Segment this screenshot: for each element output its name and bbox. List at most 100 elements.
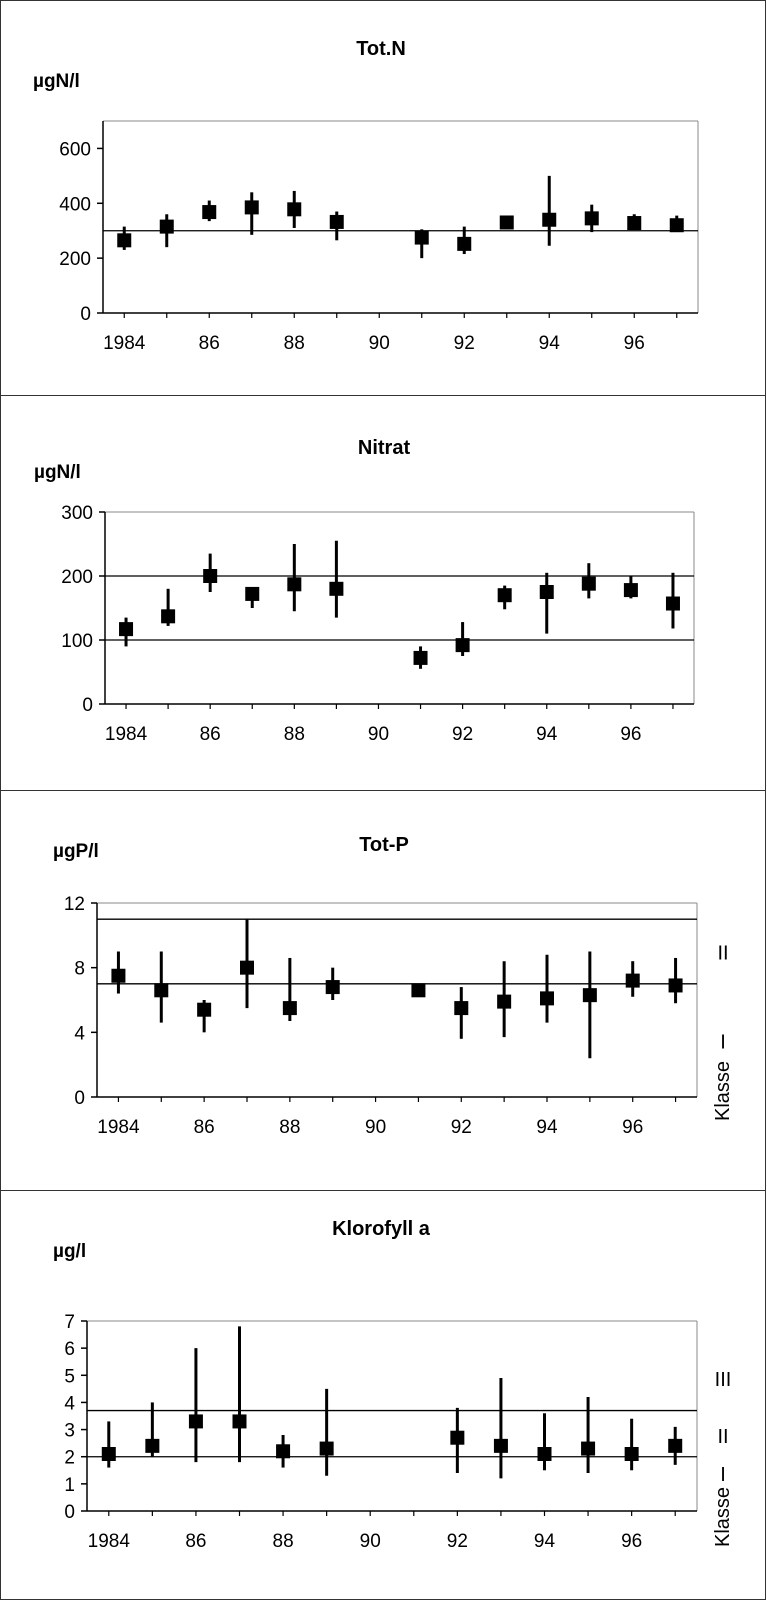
data-point xyxy=(197,1002,212,1017)
class-label: I xyxy=(720,1464,726,1486)
data-point xyxy=(117,233,132,248)
data-point xyxy=(665,596,680,611)
y-unit-label: µgN/l xyxy=(34,462,81,483)
y-tick-label: 6 xyxy=(64,1339,75,1360)
y-tick-label: 0 xyxy=(74,1088,85,1109)
data-point xyxy=(457,236,472,251)
x-tick-label: 94 xyxy=(539,333,561,354)
data-point xyxy=(493,1438,508,1453)
data-point xyxy=(154,983,169,998)
y-tick-label: 7 xyxy=(64,1312,75,1333)
data-point xyxy=(161,609,176,624)
data-point xyxy=(454,1001,469,1016)
chart-nitrat: Nitrat µgN/l 0 100 200 300 1984 86 88 90 92 94 96 xyxy=(34,437,695,745)
data-point xyxy=(581,1441,596,1456)
y-tick-label: 200 xyxy=(61,567,93,588)
data-point xyxy=(244,200,259,215)
chart-klorofyll-a: Klorofyll a µg/l 0 1 2 3 4 5 6 7 1984 86 88 90 92 94 96 I… xyxy=(53,1218,734,1552)
data-point xyxy=(414,230,429,245)
x-tick-label: 96 xyxy=(620,724,641,745)
x-tick-label: 90 xyxy=(365,1117,386,1138)
data-point xyxy=(101,1447,116,1461)
data-point xyxy=(581,576,596,591)
data-point xyxy=(499,215,514,230)
y-tick-label: 1 xyxy=(64,1475,75,1496)
data-point xyxy=(145,1438,160,1453)
data-point xyxy=(450,1430,465,1445)
y-unit-label: µg/l xyxy=(53,1241,86,1262)
class-label: II xyxy=(717,1426,728,1448)
data-point xyxy=(625,973,640,988)
data-point xyxy=(497,588,512,603)
chart-title: Tot-P xyxy=(359,834,409,856)
y-tick-label: 100 xyxy=(61,631,93,652)
data-point xyxy=(497,994,512,1009)
y-tick-label: 0 xyxy=(64,1502,75,1523)
y-tick-label: 200 xyxy=(59,249,91,270)
class-axis-title: Klasse xyxy=(712,1061,734,1121)
x-tick-label: 88 xyxy=(279,1117,300,1138)
x-tick-label: 86 xyxy=(200,724,221,745)
data-point xyxy=(325,980,340,995)
x-tick-label: 1984 xyxy=(103,333,146,354)
class-label: II xyxy=(717,943,728,965)
data-point xyxy=(413,650,428,665)
class-label: I xyxy=(720,1031,726,1053)
chart-panel-tot-n: Tot.N µgN/l 0 200 400 600 1984 86 88 90 92 94 96 xyxy=(0,0,766,396)
data-point xyxy=(287,577,302,592)
x-tick-label: 86 xyxy=(185,1531,206,1552)
x-tick-label: 88 xyxy=(284,724,305,745)
x-tick-label: 86 xyxy=(194,1117,215,1138)
data-point xyxy=(282,1001,297,1016)
chart-title: Nitrat xyxy=(358,437,411,459)
class-label: III xyxy=(715,1369,732,1391)
x-tick-label: 94 xyxy=(534,1531,556,1552)
x-tick-label: 1984 xyxy=(97,1117,140,1138)
data-point xyxy=(584,211,599,226)
data-point xyxy=(455,638,470,653)
x-tick-label: 88 xyxy=(273,1531,294,1552)
data-point xyxy=(329,581,344,596)
chart-panel-klorofyll: Klorofyll a µg/l 0 1 2 3 4 5 6 7 1984 86 88 90 92 94 96 I… xyxy=(0,1190,766,1600)
y-tick-label: 8 xyxy=(74,959,85,980)
data-point xyxy=(329,214,344,229)
x-tick-label: 92 xyxy=(454,333,475,354)
x-tick-label: 86 xyxy=(199,333,220,354)
x-tick-label: 1984 xyxy=(88,1531,131,1552)
y-unit-label: µgN/l xyxy=(33,71,80,92)
y-tick-label: 12 xyxy=(64,894,85,915)
y-tick-label: 0 xyxy=(80,304,91,325)
y-tick-label: 2 xyxy=(64,1448,75,1469)
y-tick-label: 4 xyxy=(74,1023,85,1044)
y-tick-label: 0 xyxy=(82,695,93,716)
x-tick-label: 90 xyxy=(368,724,389,745)
y-tick-label: 300 xyxy=(61,503,93,524)
x-tick-label: 92 xyxy=(447,1531,468,1552)
data-point xyxy=(287,202,302,217)
y-tick-label: 400 xyxy=(59,194,91,215)
x-tick-label: 96 xyxy=(624,333,645,354)
data-point xyxy=(119,622,134,637)
data-point xyxy=(232,1414,247,1429)
data-point xyxy=(539,585,554,599)
data-point xyxy=(537,1447,552,1461)
x-tick-label: 90 xyxy=(369,333,390,354)
x-tick-label: 92 xyxy=(452,724,473,745)
x-tick-label: 90 xyxy=(360,1531,381,1552)
x-tick-label: 92 xyxy=(451,1117,472,1138)
data-point xyxy=(188,1414,203,1429)
x-tick-label: 1984 xyxy=(105,724,148,745)
chart-title: Klorofyll a xyxy=(332,1218,431,1240)
x-tick-label: 94 xyxy=(536,1117,558,1138)
data-point xyxy=(540,991,554,1006)
data-point xyxy=(276,1444,291,1459)
class-axis-title: Klasse xyxy=(712,1487,734,1547)
chart-title: Tot.N xyxy=(356,38,406,60)
data-point xyxy=(245,586,260,601)
chart-panel-tot-p: Tot-P µgP/l 0 4 8 12 1984 86 88 90 92 94 96 II I Klasse xyxy=(0,790,766,1191)
data-point xyxy=(627,216,642,231)
data-point xyxy=(624,1447,639,1461)
x-tick-label: 96 xyxy=(621,1531,642,1552)
data-point xyxy=(668,978,683,993)
data-point xyxy=(202,205,217,220)
